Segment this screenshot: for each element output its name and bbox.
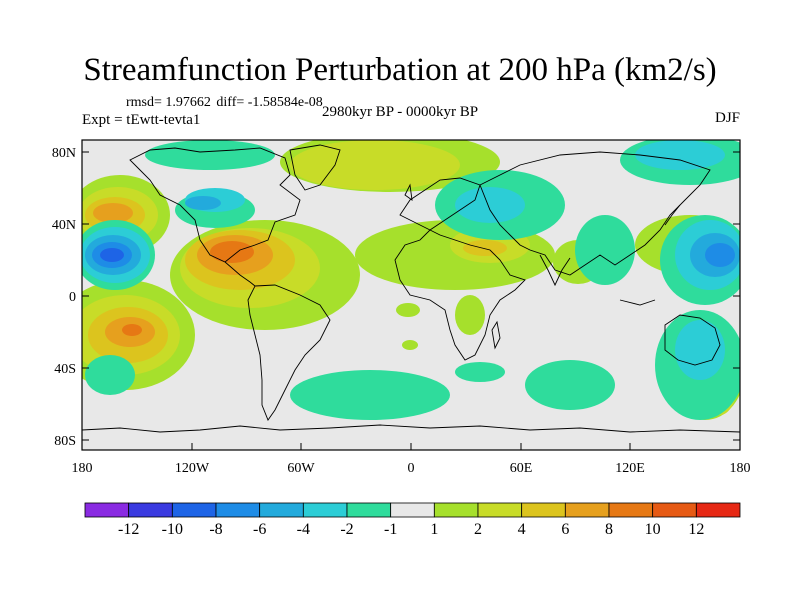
colorbar-swatch [477, 502, 523, 518]
experiment-label: Expt = tEwtt-tevta1 [82, 112, 201, 128]
x-axis-ticks [81, 443, 741, 450]
y-label-0: 0 [69, 290, 76, 305]
colorbar-labels: -12 -10 -8 -6 -4 -2 -1 1 2 4 6 8 10 12 [118, 521, 704, 538]
colorbar-label: 8 [605, 521, 613, 538]
y-label-80n: 80N [52, 146, 76, 161]
colorbar-label: 4 [518, 521, 526, 538]
x-label-180w: 180 [72, 461, 93, 476]
x-label-60w: 60W [287, 461, 315, 476]
stats-line: rmsd= 1.97662 diff= -1.58584e-08 [126, 95, 325, 111]
colorbar [84, 502, 741, 518]
rmsd-value: rmsd= 1.97662 [126, 95, 211, 110]
coastlines [82, 144, 740, 433]
contour-dark-orange [122, 241, 254, 336]
colorbar-label: 2 [474, 521, 482, 538]
colorbar-label: -2 [340, 521, 353, 538]
period-label: 2980kyr BP - 0000kyr BP [321, 104, 479, 120]
x-label-180e: 180 [730, 461, 751, 476]
colorbar-label: -12 [118, 521, 139, 538]
colorbar-swatch [215, 502, 261, 518]
colorbar-swatch [390, 502, 435, 518]
colorbar-swatch [259, 502, 304, 518]
colorbar-swatch [346, 502, 392, 518]
colorbar-swatch [302, 502, 348, 518]
colorbar-swatch [608, 502, 654, 518]
colorbar-label: -10 [162, 521, 183, 538]
figure-title: Streamfunction Perturbation at 200 hPa (… [83, 52, 717, 88]
colorbar-label: 1 [430, 521, 438, 538]
contour-fields [82, 140, 740, 420]
colorbar-swatch [128, 502, 173, 518]
colorbar-swatch [171, 502, 217, 518]
colorbar-label: -1 [384, 521, 397, 538]
colorbar-label: 6 [561, 521, 569, 538]
colorbar-label: -8 [209, 521, 222, 538]
colorbar-label: 10 [645, 521, 661, 538]
colorbar-label: -4 [297, 521, 310, 538]
colorbar-swatch [84, 502, 130, 518]
y-axis-labels: 80N 40N 0 40S 80S [52, 146, 76, 449]
y-label-40s: 40S [54, 362, 76, 377]
colorbar-swatch [695, 502, 741, 518]
y-label-80s: 80S [54, 434, 76, 449]
colorbar-swatch [521, 502, 566, 518]
x-axis-labels: 180 120W 60W 0 60E 120E 180 [72, 461, 751, 476]
x-label-120e: 120E [615, 461, 645, 476]
colorbar-swatch [433, 502, 479, 518]
x-label-60e: 60E [510, 461, 533, 476]
contour-blue-light [85, 196, 740, 277]
diff-value: diff= -1.58584e-08 [216, 95, 323, 110]
colorbar-swatch [652, 502, 697, 518]
contour-blue-dark [100, 248, 124, 262]
y-axis-ticks [82, 151, 740, 441]
x-label-120w: 120W [175, 461, 210, 476]
colorbar-swatch [564, 502, 610, 518]
season-label: DJF [714, 110, 740, 126]
x-label-0: 0 [408, 461, 415, 476]
colorbar-label: 12 [688, 521, 704, 538]
y-label-40n: 40N [52, 218, 76, 233]
colorbar-label: -6 [253, 521, 266, 538]
